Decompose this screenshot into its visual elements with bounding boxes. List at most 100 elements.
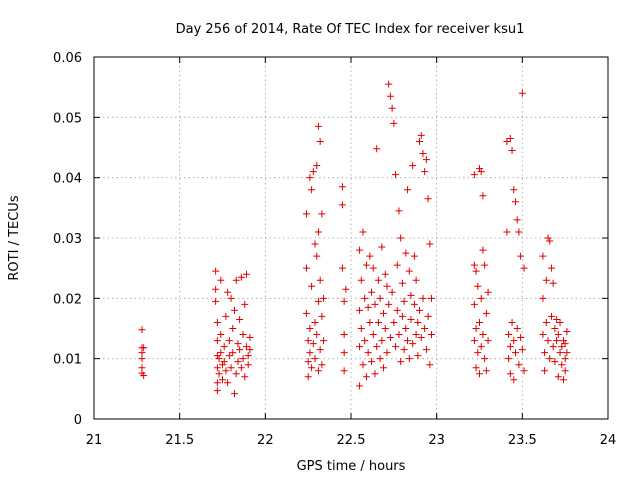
data-point: [373, 343, 381, 351]
data-point: [383, 282, 391, 290]
data-point: [546, 355, 554, 363]
data-point: [472, 267, 480, 275]
data-point: [138, 355, 146, 363]
data-point: [215, 355, 223, 363]
data-point: [539, 294, 547, 302]
data-point: [547, 312, 555, 320]
data-point: [484, 288, 492, 296]
data-point: [477, 343, 485, 351]
data-point: [213, 318, 221, 326]
data-point: [410, 252, 418, 260]
data-point: [230, 306, 238, 314]
x-tick-label: 22.5: [337, 433, 366, 448]
data-point: [376, 294, 384, 302]
data-point: [380, 364, 388, 372]
data-point: [412, 276, 420, 284]
y-tick-label: 0.03: [53, 232, 82, 247]
data-point: [302, 210, 310, 218]
data-point: [369, 331, 377, 339]
data-point: [313, 331, 321, 339]
data-point: [242, 343, 250, 351]
data-point: [561, 367, 569, 375]
data-point: [395, 207, 403, 215]
data-point: [542, 318, 550, 326]
data-point: [397, 358, 405, 366]
data-point: [386, 92, 394, 100]
y-tick-label: 0.04: [53, 172, 82, 187]
data-point: [472, 325, 480, 332]
data-point: [356, 382, 364, 390]
data-point: [481, 355, 489, 363]
data-point: [246, 346, 254, 354]
data-point: [412, 331, 420, 339]
x-tick-label: 21.5: [165, 433, 194, 448]
data-point: [559, 337, 567, 345]
grid-lines: [94, 57, 608, 419]
data-point: [506, 134, 514, 142]
data-point: [219, 361, 226, 369]
data-point: [356, 246, 364, 254]
data-point: [217, 331, 225, 339]
data-point: [338, 183, 346, 191]
data-point: [342, 285, 350, 293]
data-point: [361, 337, 369, 345]
data-point: [302, 264, 310, 272]
data-point: [510, 376, 518, 384]
y-tick-label: 0.05: [53, 111, 82, 126]
data-point: [476, 165, 483, 173]
data-point: [424, 195, 432, 203]
data-point: [506, 343, 514, 351]
data-point: [368, 358, 376, 366]
data-point: [542, 276, 550, 284]
data-point: [561, 340, 569, 348]
data-point: [225, 352, 233, 360]
data-point: [511, 198, 519, 206]
x-axis-label: GPS time / hours: [297, 459, 406, 474]
data-point: [314, 297, 322, 305]
data-point: [551, 325, 559, 332]
data-point: [241, 373, 249, 381]
data-point: [513, 216, 521, 224]
data-point: [388, 288, 396, 296]
data-point: [212, 267, 220, 275]
data-point: [338, 201, 346, 209]
data-point: [388, 104, 396, 112]
data-point: [554, 331, 562, 339]
data-point: [311, 318, 319, 326]
y-tick-label: 0.02: [53, 292, 82, 307]
data-point: [556, 349, 564, 357]
data-point: [227, 294, 235, 302]
data-point: [422, 346, 430, 354]
data-point: [549, 279, 557, 287]
data-point: [551, 358, 559, 366]
data-point: [385, 80, 393, 88]
data-point: [229, 349, 237, 357]
data-point: [234, 358, 242, 366]
data-point: [239, 331, 247, 339]
data-point: [402, 325, 410, 332]
data-point: [405, 355, 413, 363]
data-point: [302, 309, 310, 317]
data-point: [517, 334, 525, 342]
data-point: [474, 349, 482, 357]
data-point: [380, 309, 388, 317]
data-point: [314, 367, 322, 375]
data-point: [138, 326, 146, 334]
data-point: [393, 261, 401, 269]
data-point: [515, 228, 523, 236]
y-tick-labels: 0 0.01 0.02 0.03 0.04 0.05 0.06: [53, 51, 82, 428]
data-point: [422, 156, 430, 164]
data-point: [400, 297, 408, 305]
data-point: [482, 309, 490, 317]
data-point: [539, 252, 547, 260]
data-point: [541, 367, 549, 375]
data-point: [212, 285, 220, 293]
data-point: [481, 261, 489, 269]
data-point: [518, 89, 526, 97]
data-point: [237, 364, 245, 372]
data-point: [374, 276, 382, 284]
data-point: [220, 343, 228, 351]
y-tick-label: 0.06: [53, 51, 82, 66]
data-point: [316, 346, 324, 354]
y-tick-label: 0: [74, 413, 82, 428]
